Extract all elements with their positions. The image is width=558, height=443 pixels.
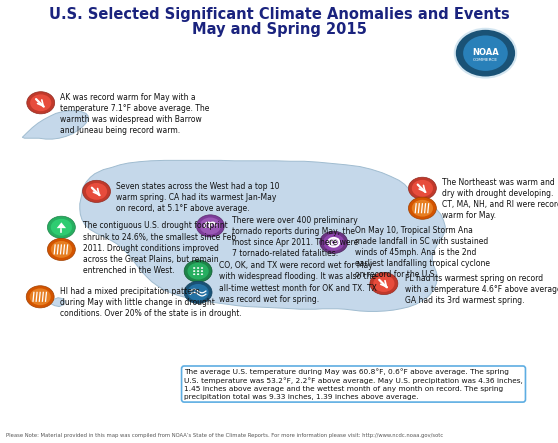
Circle shape <box>408 177 436 199</box>
Circle shape <box>370 272 398 295</box>
Text: U.S. Selected Significant Climate Anomalies and Events: U.S. Selected Significant Climate Anomal… <box>49 7 509 22</box>
Text: FL had its warmest spring on record
with a temperature 4.6°F above average.
GA h: FL had its warmest spring on record with… <box>405 274 558 305</box>
Circle shape <box>197 270 199 272</box>
Circle shape <box>201 270 203 272</box>
Circle shape <box>412 180 433 197</box>
Text: Seven states across the West had a top 10
warm spring. CA had its warmest Jan-Ma: Seven states across the West had a top 1… <box>116 182 280 213</box>
Circle shape <box>373 275 395 292</box>
Circle shape <box>193 270 195 272</box>
Circle shape <box>27 92 55 114</box>
Text: NOAA: NOAA <box>472 48 499 57</box>
Circle shape <box>30 288 51 305</box>
Text: The Northeast was warm and
dry with drought developing.
CT, MA, NH, and RI were : The Northeast was warm and dry with drou… <box>442 178 558 220</box>
Text: The contiguous U.S. drought footprint
shrunk to 24.6%, the smallest since Feb
20: The contiguous U.S. drought footprint sh… <box>83 222 235 275</box>
Polygon shape <box>57 222 66 228</box>
Circle shape <box>196 215 224 237</box>
Text: CO, OK, and TX were record wet for May
with widespread flooding. It was also the: CO, OK, and TX were record wet for May w… <box>219 261 377 303</box>
Circle shape <box>408 197 436 219</box>
Polygon shape <box>80 160 445 311</box>
Polygon shape <box>49 298 65 307</box>
Polygon shape <box>22 111 88 139</box>
Circle shape <box>187 284 209 301</box>
Text: AK was record warm for May with a
temperature 7.1°F above average. The
warmth wa: AK was record warm for May with a temper… <box>60 93 210 135</box>
Circle shape <box>201 273 203 275</box>
Circle shape <box>201 267 203 269</box>
Circle shape <box>47 238 75 260</box>
Circle shape <box>320 231 348 253</box>
Text: Please Note: Material provided in this map was compiled from NOAA’s State of the: Please Note: Material provided in this m… <box>6 433 443 438</box>
Text: There were over 400 preliminary
tornado reports during May, the
most since Apr 2: There were over 400 preliminary tornado … <box>232 216 358 258</box>
Text: COMMERCE: COMMERCE <box>473 58 498 62</box>
Circle shape <box>26 286 54 308</box>
Circle shape <box>200 218 221 234</box>
Circle shape <box>455 29 516 78</box>
Text: On May 10, Tropical Storm Ana
made landfall in SC with sustained
winds of 45mph.: On May 10, Tropical Storm Ana made landf… <box>355 226 490 280</box>
Circle shape <box>193 267 195 269</box>
Circle shape <box>323 234 344 251</box>
Circle shape <box>184 260 212 282</box>
Circle shape <box>30 94 51 111</box>
Circle shape <box>187 263 209 280</box>
Circle shape <box>83 180 110 202</box>
Text: The average U.S. temperature during May was 60.8°F, 0.6°F above average. The spr: The average U.S. temperature during May … <box>184 369 523 400</box>
Circle shape <box>197 273 199 275</box>
Circle shape <box>51 219 72 236</box>
Circle shape <box>184 281 212 303</box>
Circle shape <box>86 183 107 200</box>
Circle shape <box>463 35 508 71</box>
Circle shape <box>51 241 72 258</box>
Circle shape <box>197 267 199 269</box>
Circle shape <box>412 200 433 217</box>
Text: May and Spring 2015: May and Spring 2015 <box>191 22 367 37</box>
Text: HI had a mixed precipitation pattern
during May with little change in drought
co: HI had a mixed precipitation pattern dur… <box>60 287 242 318</box>
Circle shape <box>193 273 195 275</box>
Circle shape <box>47 216 75 238</box>
